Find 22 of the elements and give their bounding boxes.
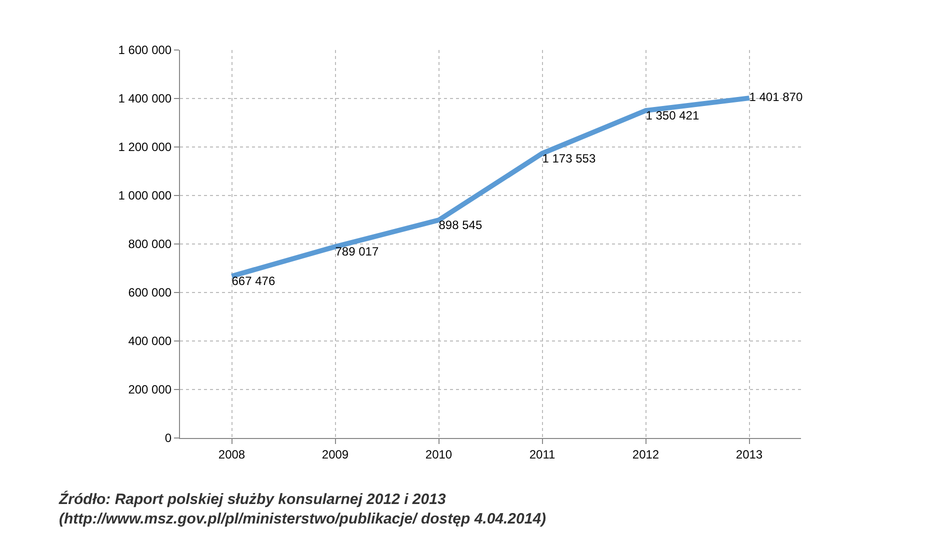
y-tick-label: 1 000 000: [118, 188, 172, 203]
y-tick-label: 600 000: [128, 286, 172, 300]
y-tick-label: 400 000: [128, 334, 172, 348]
y-tick-label: 1 400 000: [118, 92, 172, 106]
text: Źródło: Raport polskiej służby konsularnej 2012 i 2013 (http://www.msz.gov.pl/pl/ministerstwo/publikacje/ dostęp 4.04.2014): [58, 490, 546, 528]
data-label: 898 545: [438, 218, 482, 232]
x-tick-label: 2012: [632, 447, 660, 462]
x-tick-label: 2008: [218, 447, 246, 462]
data-label: 1 350 421: [646, 108, 700, 123]
x-tick-label: 2010: [425, 447, 452, 462]
x-tick-label: 2009: [322, 447, 349, 462]
y-tick-label: 1 200 000: [118, 140, 172, 154]
data-label: 1 173 553: [542, 151, 596, 166]
y-tick-label: 800 000: [128, 237, 172, 252]
y-tick-label: 0: [164, 431, 172, 446]
data-label: 1 401 870: [749, 90, 803, 104]
y-tick-label: 1 600 000: [118, 43, 172, 58]
data-label: 667 476: [232, 274, 276, 288]
x-tick-label: 2011: [529, 447, 556, 462]
data-label: 789 017: [335, 244, 379, 259]
x-tick-label: 2013: [736, 447, 763, 462]
y-tick-label: 200 000: [128, 382, 172, 397]
